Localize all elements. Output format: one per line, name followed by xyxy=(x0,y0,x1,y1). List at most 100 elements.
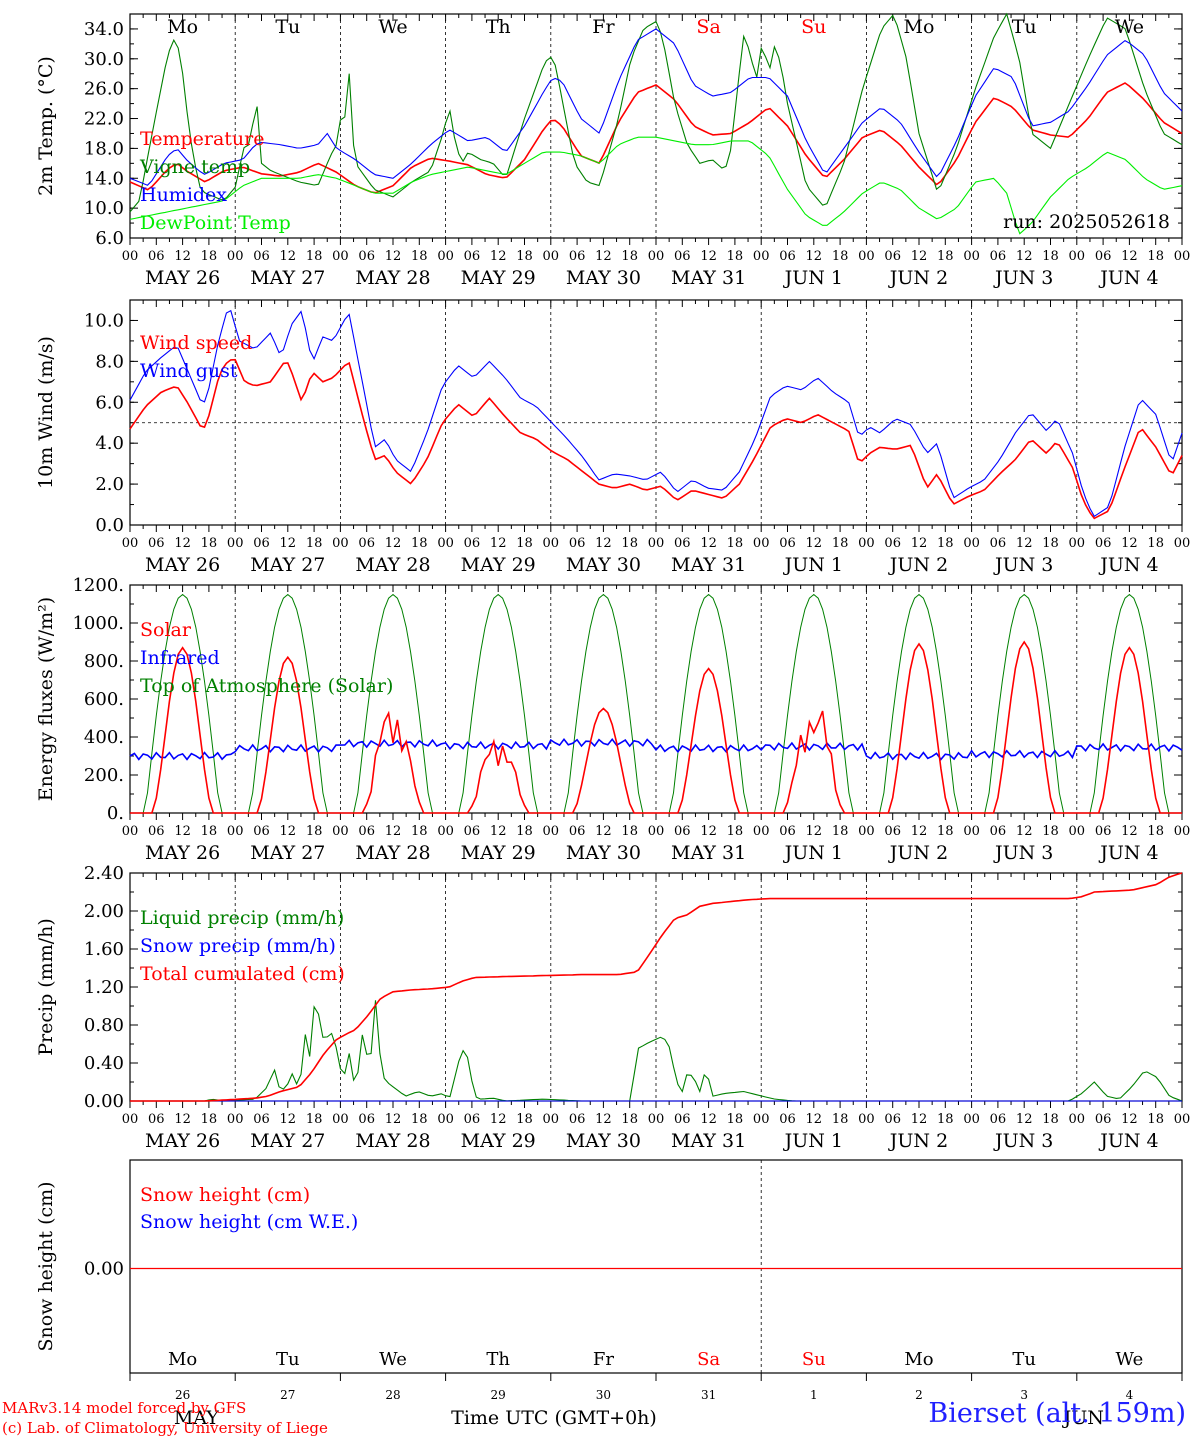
x-tick-label: 18 xyxy=(832,1112,849,1127)
y-tick-label: 2.40 xyxy=(84,863,124,884)
x-tick-label: 00 xyxy=(648,536,665,551)
x-tick-label: 00 xyxy=(437,249,454,264)
date-label: MAY 28 xyxy=(355,554,430,576)
panel-wind: 00 06 12 18 00 06 12 18 00 06 12 18 00 06 12 18 00 06 12 18… xyxy=(35,299,1191,576)
x-tick-label: 18 xyxy=(937,1112,954,1127)
date-label: MAY 30 xyxy=(566,554,641,576)
weekday-label-top: Th xyxy=(486,16,511,38)
legend-entry: Wind speed xyxy=(140,332,252,354)
x-tick-label: 18 xyxy=(937,536,954,551)
y-tick-label: 30.0 xyxy=(84,49,124,70)
x-tick-label: 18 xyxy=(1042,824,1059,839)
y-tick-label: 18.0 xyxy=(84,138,124,159)
x-tick-label: 00 xyxy=(332,1112,349,1127)
month-end-label: JUN xyxy=(1062,1407,1104,1429)
date-label: MAY 26 xyxy=(145,267,220,289)
lab-credit: (c) Lab. of Climatology, University of L… xyxy=(2,1419,328,1437)
x-tick-label: 18 xyxy=(832,824,849,839)
x-tick-label: 06 xyxy=(990,824,1007,839)
x-tick-label: 12 xyxy=(700,249,717,264)
x-tick-label: 06 xyxy=(253,1112,270,1127)
x-tick-label: 18 xyxy=(201,249,218,264)
x-tick-label: 18 xyxy=(411,1112,428,1127)
x-tick-label: 12 xyxy=(385,824,402,839)
x-tick-label: 12 xyxy=(806,536,823,551)
series-vigne-temp xyxy=(129,12,1183,213)
y-tick-label: 0. xyxy=(107,803,124,824)
x-tick-label: 00 xyxy=(858,249,875,264)
weekday-label: Tu xyxy=(276,1349,300,1370)
y-tick-label: 14.0 xyxy=(84,168,124,189)
x-tick-label: 18 xyxy=(306,1112,323,1127)
x-tick-label: 00 xyxy=(1174,1112,1191,1127)
x-tick-label: 12 xyxy=(280,249,297,264)
x-tick-label: 12 xyxy=(280,1112,297,1127)
x-tick-label: 00 xyxy=(858,824,875,839)
day-number: 30 xyxy=(596,1388,611,1402)
x-tick-label: 12 xyxy=(806,249,823,264)
panel-snow: Mo 26 Tu 27 We 28 Th 29 Fr 30 Sa 31 Su 1 Mo 2 Tu 3 We 4 MAY J… xyxy=(35,1159,1183,1429)
x-tick-label: 18 xyxy=(201,824,218,839)
x-tick-label: 12 xyxy=(490,1112,507,1127)
x-tick-label: 00 xyxy=(227,536,244,551)
x-tick-label: 18 xyxy=(1147,536,1164,551)
series-infrared xyxy=(129,737,1183,761)
date-label: JUN 1 xyxy=(783,1130,843,1152)
date-label: JUN 1 xyxy=(783,842,843,864)
date-label: JUN 2 xyxy=(888,267,948,289)
x-tick-label: 12 xyxy=(490,536,507,551)
legend-entry: Total cumulated (cm) xyxy=(140,963,345,985)
date-label: MAY 28 xyxy=(355,1130,430,1152)
x-tick-label: 12 xyxy=(1121,824,1138,839)
date-label: MAY 29 xyxy=(461,842,536,864)
x-tick-label: 12 xyxy=(174,1112,191,1127)
x-tick-label: 12 xyxy=(911,1112,928,1127)
x-tick-label: 00 xyxy=(1174,536,1191,551)
date-label: JUN 4 xyxy=(1098,267,1158,289)
x-tick-label: 12 xyxy=(1016,249,1033,264)
x-tick-label: 18 xyxy=(411,536,428,551)
day-number: 1 xyxy=(810,1388,818,1402)
x-tick-label: 12 xyxy=(385,1112,402,1127)
x-tick-label: 12 xyxy=(700,536,717,551)
x-tick-label: 18 xyxy=(516,1112,533,1127)
x-tick-label: 12 xyxy=(700,824,717,839)
weekday-label-top: Tu xyxy=(1012,16,1037,38)
x-tick-label: 12 xyxy=(595,536,612,551)
weekday-label-top: Mo xyxy=(167,16,198,38)
date-label: JUN 4 xyxy=(1098,1130,1158,1152)
x-tick-label: 18 xyxy=(937,824,954,839)
legend-entry: Liquid precip (mm/h) xyxy=(140,907,344,929)
x-tick-label: 12 xyxy=(174,824,191,839)
x-tick-label: 18 xyxy=(411,824,428,839)
legend-entry: Humidex xyxy=(140,184,227,206)
y-tick-label: 10.0 xyxy=(84,198,124,219)
x-tick-label: 12 xyxy=(490,249,507,264)
x-tick-label: 00 xyxy=(122,249,139,264)
x-tick-label: 00 xyxy=(648,1112,665,1127)
x-tick-label: 06 xyxy=(990,249,1007,264)
y-tick-label: 6.0 xyxy=(95,392,124,413)
weekday-label: Fr xyxy=(593,1349,614,1370)
date-label: JUN 2 xyxy=(888,842,948,864)
x-tick-label: 06 xyxy=(358,824,375,839)
panel-energy: 00 06 12 18 00 06 12 18 00 06 12 18 00 06 12 18 00 06 12 18… xyxy=(35,575,1190,864)
x-tick-label: 00 xyxy=(437,1112,454,1127)
series-temperature xyxy=(129,82,1183,194)
series-wind-speed xyxy=(129,358,1183,520)
x-tick-label: 00 xyxy=(543,249,560,264)
y-tick-label: 0.0 xyxy=(95,515,124,536)
x-tick-label: 18 xyxy=(516,824,533,839)
x-tick-label: 18 xyxy=(621,536,638,551)
x-tick-label: 00 xyxy=(437,824,454,839)
date-label: MAY 27 xyxy=(250,842,325,864)
x-tick-label: 00 xyxy=(227,824,244,839)
x-tick-label: 06 xyxy=(990,536,1007,551)
weekday-label: Su xyxy=(802,1349,826,1370)
x-tick-label: 12 xyxy=(385,536,402,551)
x-tick-label: 12 xyxy=(490,824,507,839)
y-tick-label: 8.0 xyxy=(95,351,124,372)
x-tick-label: 12 xyxy=(911,536,928,551)
y-tick-label: 800. xyxy=(84,651,124,672)
date-label: MAY 29 xyxy=(461,554,536,576)
